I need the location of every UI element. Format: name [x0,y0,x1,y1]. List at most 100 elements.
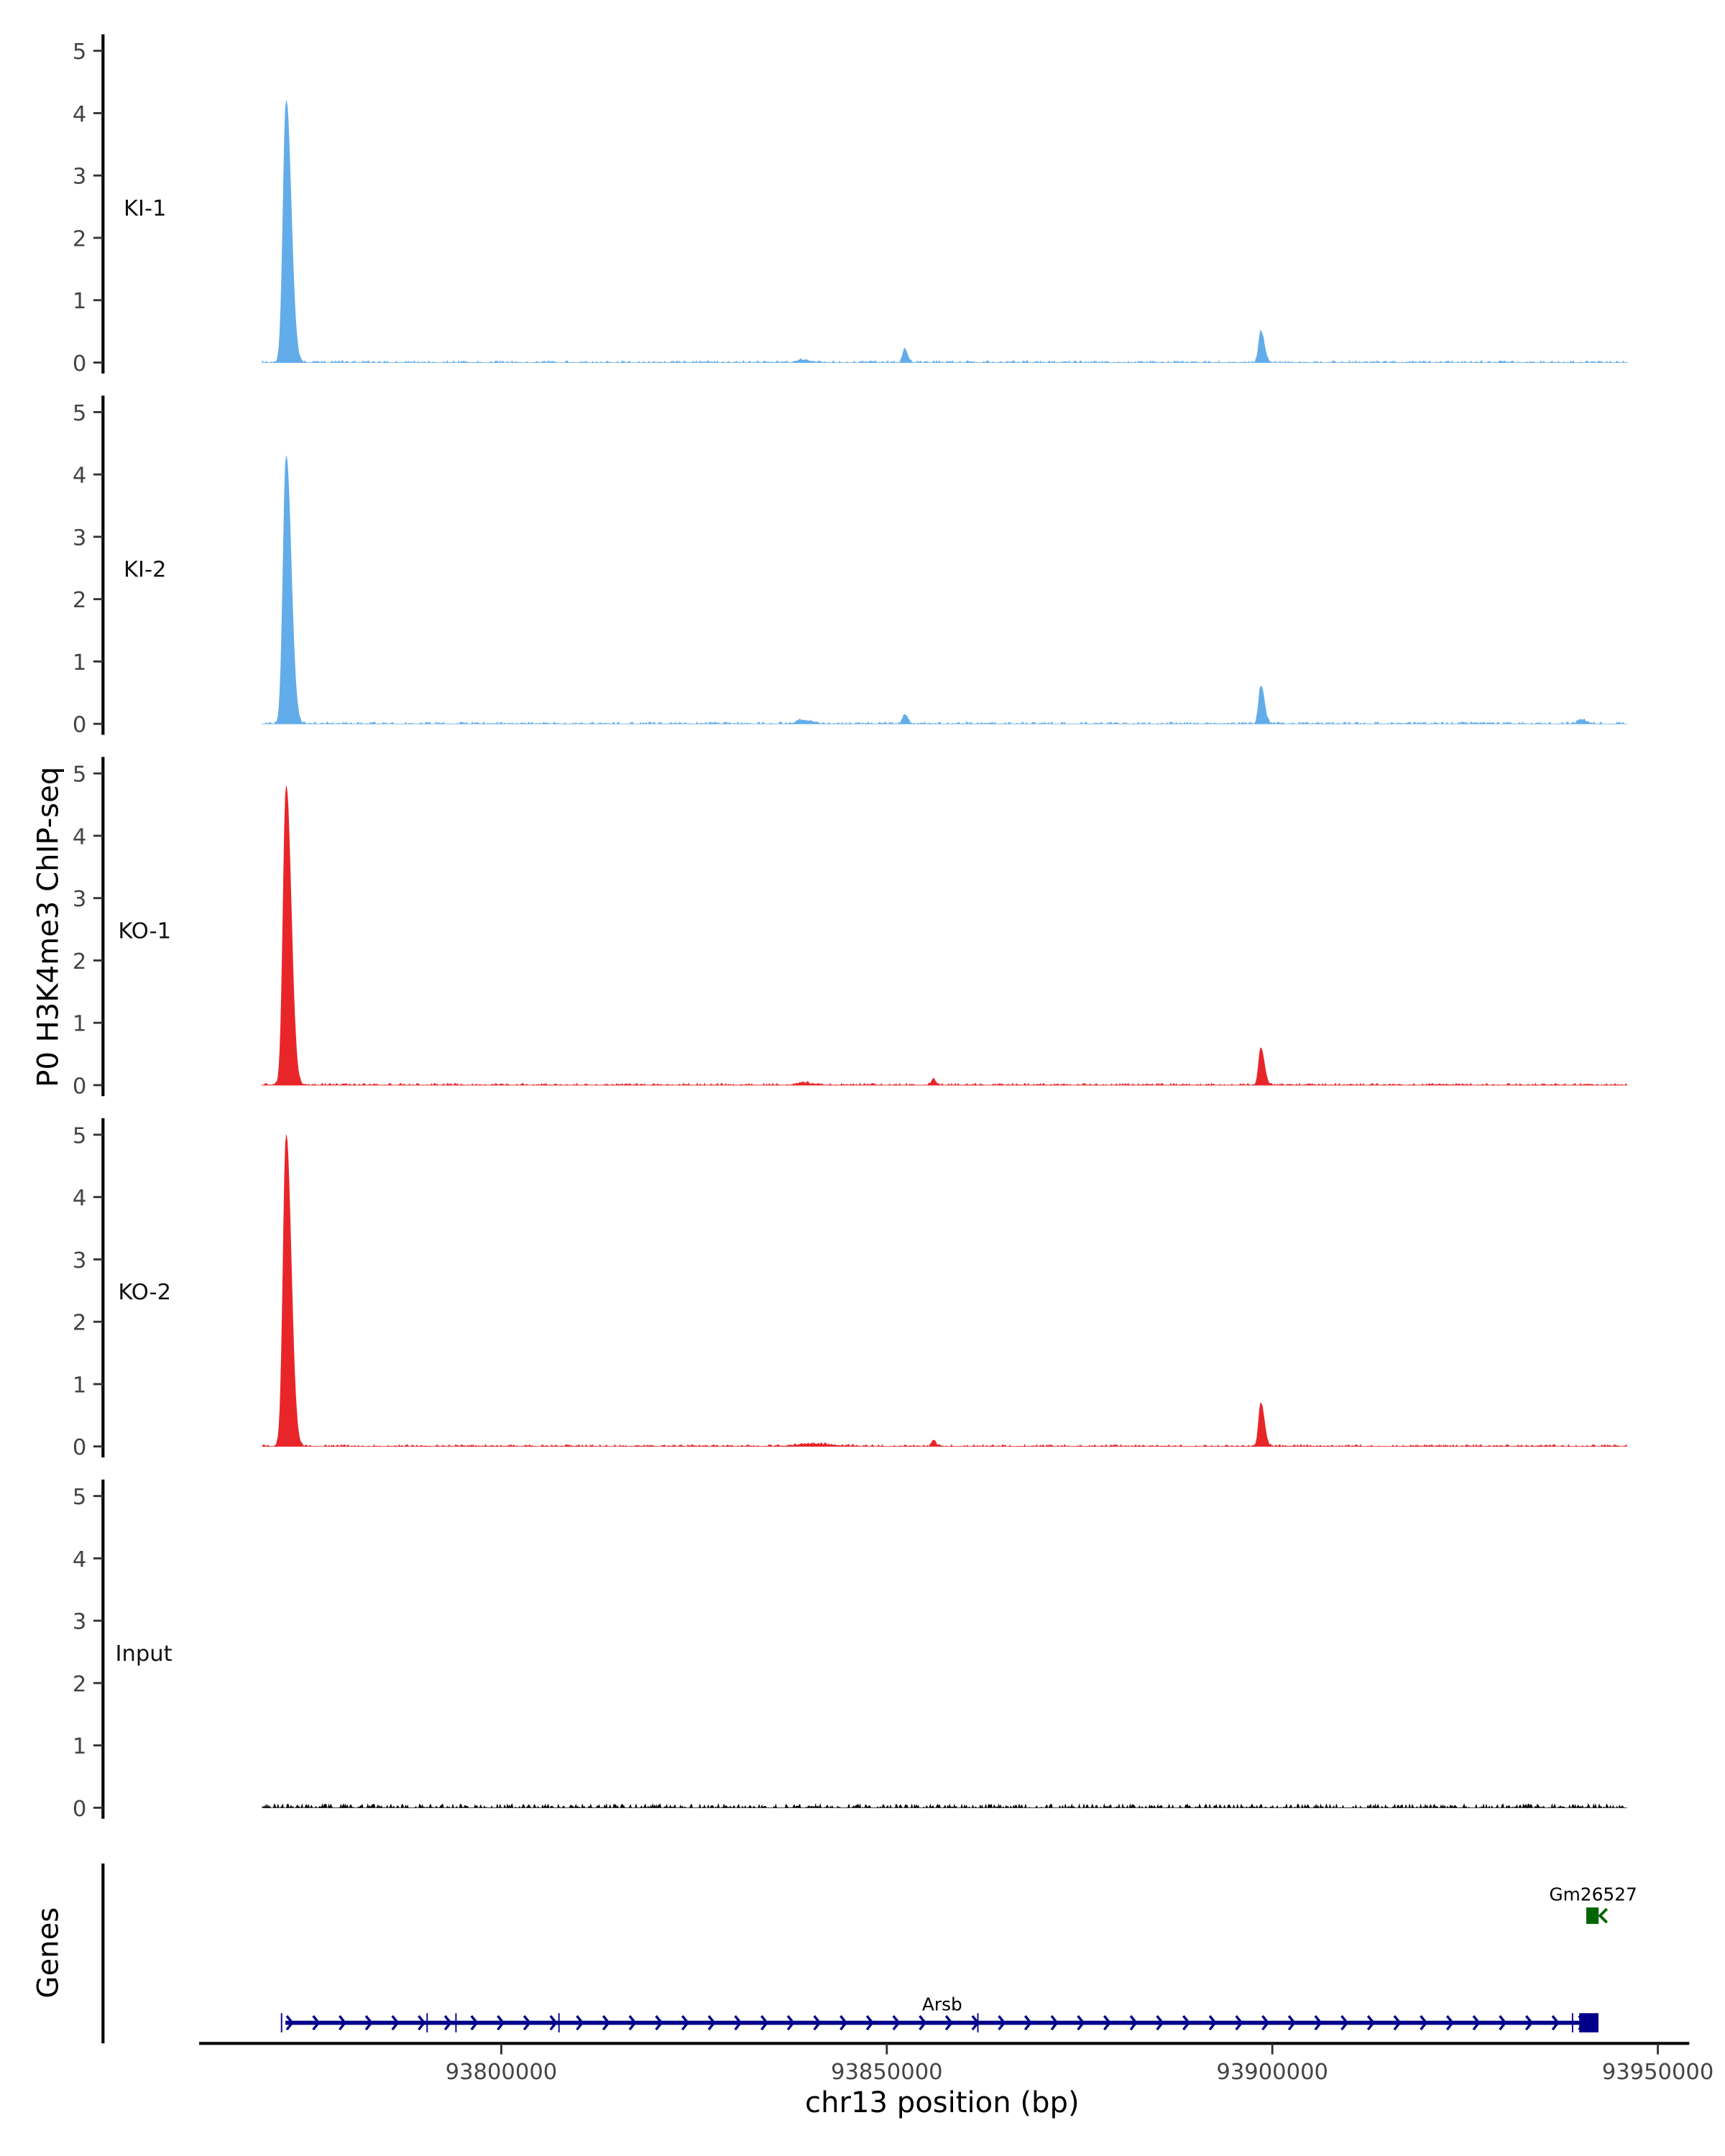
genes-panel-label: Genes [32,1907,65,1999]
track-label: KO-2 [118,1280,171,1305]
utr-block [1579,2013,1598,2033]
y-tick-label: 1 [73,1734,86,1759]
strand-arrow [1314,2015,1322,2031]
strand-arrow [1208,2015,1217,2031]
strand-arrow [919,2015,927,2031]
x-tick-label: 93850000 [831,2060,943,2085]
y-tick-label: 0 [73,713,86,738]
y-tick-label: 1 [73,650,86,676]
signal-area-input [262,1802,1627,1809]
strand-arrow [760,2015,769,2031]
signal-area-ko-1 [262,786,1628,1086]
y-tick-label: 0 [73,351,86,377]
signal-area-ki-2 [262,456,1627,725]
strand-arrow [1261,2015,1270,2031]
strand-arrow [391,2015,400,2031]
strand-arrow [1393,2015,1402,2031]
strand-arrow [1156,2015,1164,2031]
strand-arrow [1524,2015,1534,2031]
y-tick-label: 1 [73,289,86,314]
strand-arrow [681,2015,690,2031]
y-tick-label: 5 [73,40,86,65]
strand-arrow [998,2015,1006,2031]
strand-arrow [497,2015,505,2031]
strand-arrow [576,2015,584,2031]
strand-arrow [628,2015,637,2031]
y-tick-label: 4 [73,824,86,849]
y-tick-label: 2 [73,1311,86,1336]
x-tick-label: 93800000 [446,2060,558,2085]
y-tick-label: 4 [73,464,86,489]
strand-arrow [285,2015,294,2031]
y-tick-label: 1 [73,1373,86,1398]
track-label: KI-2 [124,558,167,583]
gene-label: Gm26527 [1549,1884,1637,1905]
strand-arrow [1287,2015,1296,2031]
y-tick-label: 5 [73,1485,86,1510]
strand-arrow [549,2015,558,2031]
track-input: 0 1 2 3 4 5 Input [73,1479,1627,1822]
y-tick-label: 3 [73,165,86,190]
strand-arrow [655,2015,663,2031]
y-tick-label: 1 [73,1012,86,1037]
gene-label: Arsb [922,1994,962,2014]
y-tick-label: 3 [73,1248,86,1273]
signal-area-ki-1 [262,100,1628,364]
strand-arrow [1050,2015,1059,2031]
y-tick-label: 0 [73,1074,86,1099]
strand-arrow [1340,2015,1349,2031]
track-label: KI-1 [124,196,167,221]
y-tick-label: 5 [73,401,86,426]
strand-arrow [339,2015,347,2031]
y-tick-label: 3 [73,887,86,912]
y-tick-label: 3 [73,1610,86,1635]
y-tick-label: 2 [73,949,86,975]
strand-arrow [1551,2015,1560,2031]
gene-gm26527: Gm26527 [1549,1884,1637,1925]
y-tick-label: 4 [73,1547,86,1572]
strand-arrow [1024,2015,1033,2031]
track-ko-2: 0 1 2 3 4 5 KO-2 [73,1118,1628,1460]
strand-arrow [1103,2015,1112,2031]
y-tick-label: 0 [73,1797,86,1822]
strand-arrow [418,2015,426,2031]
y-tick-label: 0 [73,1435,86,1460]
track-ki-1: 0 1 2 3 4 5 KI-1 [73,34,1628,377]
strand-arrow [1420,2015,1428,2031]
y-tick-label: 5 [73,763,86,788]
strand-arrow [1366,2015,1376,2031]
gene-block [1586,1907,1599,1925]
strand-arrow [813,2015,822,2031]
strand-arrow [707,2015,716,2031]
strand-arrow [1182,2015,1191,2031]
y-tick-label: 4 [73,102,86,127]
y-tick-label: 5 [73,1123,86,1148]
strand-arrow [470,2015,479,2031]
strand-arrow [1445,2015,1455,2031]
y-tick-label: 2 [73,588,86,613]
strand-arrow [364,2015,373,2031]
y-tick-label: 4 [73,1186,86,1211]
track-label: Input [116,1641,172,1667]
track-ki-2: 0 1 2 3 4 5 KI-2 [73,395,1627,738]
strand-arrow [865,2015,874,2031]
x-axis-title: chr13 position (bp) [805,2086,1080,2119]
y-tick-label: 2 [73,1672,86,1697]
y-tick-label: 2 [73,226,86,252]
gene-arsb: Arsb [280,1994,1598,2033]
x-tick-label: 93900000 [1216,2060,1328,2085]
strand-arrow [1472,2015,1481,2031]
strand-arrow [523,2015,532,2031]
strand-arrow [892,2015,901,2031]
track-label: KO-1 [118,918,171,944]
strand-arrow [944,2015,954,2031]
strand-arrow [1235,2015,1243,2031]
strand-arrow [443,2015,452,2031]
strand-arrow [840,2015,848,2031]
strand-arrow [734,2015,742,2031]
strand-arrow [312,2015,321,2031]
track-ko-1: 0 1 2 3 4 5 KO-1 [73,757,1628,1099]
x-tick-label: 93950000 [1602,2060,1714,2085]
strand-arrow [602,2015,611,2031]
